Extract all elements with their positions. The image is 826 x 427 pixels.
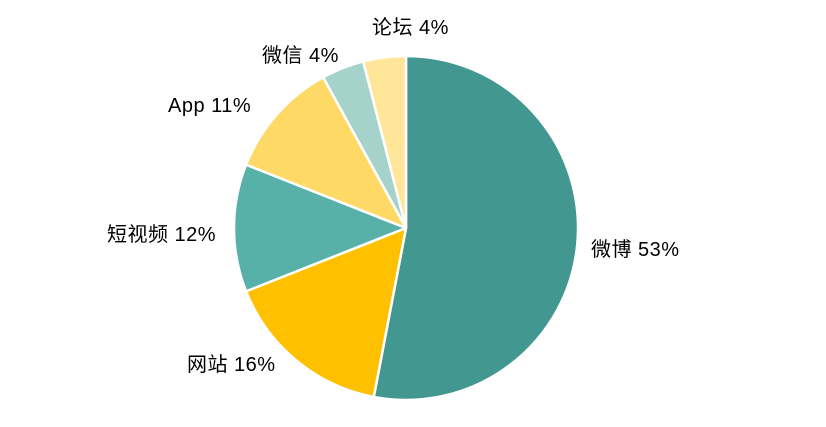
pie-label-short-video: 短视频 12% [107, 224, 217, 246]
pie-slice-forum [361, 54, 408, 230]
pie-slice-app [244, 76, 408, 230]
pie-label-weibo: 微博 53% [591, 239, 680, 261]
pie-slice-short-video [232, 163, 408, 293]
pie-slice-weibo [372, 54, 580, 402]
pie-label-wechat: 微信 4% [262, 45, 339, 67]
pie-label-forum: 论坛 4% [372, 17, 449, 39]
pie-label-app: App 11% [168, 95, 252, 117]
pie-label-website: 网站 16% [187, 354, 276, 376]
pie-slice-website [244, 226, 408, 399]
